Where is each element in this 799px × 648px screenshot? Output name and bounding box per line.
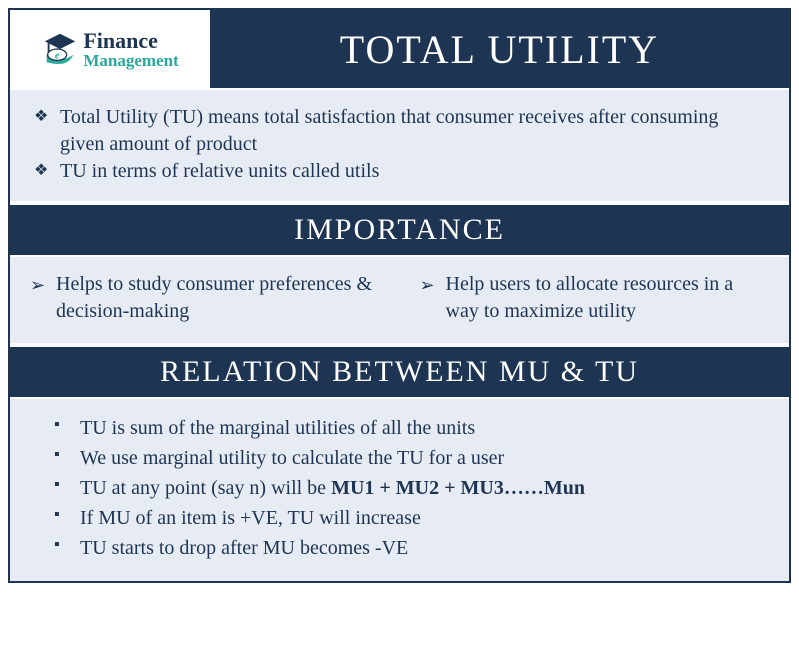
grad-cap-icon: e bbox=[41, 30, 79, 68]
logo-line2: Management bbox=[83, 52, 178, 69]
logo-line1: Finance bbox=[83, 30, 178, 52]
logo-box: e Finance Management bbox=[10, 10, 210, 88]
relation-item-prefix: TU at any point (say n) will be bbox=[80, 477, 331, 499]
definition-panel: Total Utility (TU) means total satisfact… bbox=[10, 88, 789, 201]
main-title: TOTAL UTILITY bbox=[210, 10, 789, 88]
logo-text: Finance Management bbox=[83, 30, 178, 69]
relation-item-bold: MU1 + MU2 + MU3……Mun bbox=[331, 477, 585, 499]
importance-panel: Helps to study consumer preferences & de… bbox=[10, 255, 789, 343]
relation-item: TU starts to drop after MU becomes -VE bbox=[54, 533, 755, 563]
importance-header: IMPORTANCE bbox=[10, 201, 789, 255]
relation-panel: TU is sum of the marginal utilities of a… bbox=[10, 397, 789, 581]
relation-item: We use marginal utility to calculate the… bbox=[54, 443, 755, 473]
relation-item: TU at any point (say n) will be MU1 + MU… bbox=[54, 473, 755, 503]
header-row: e Finance Management TOTAL UTILITY bbox=[10, 10, 789, 88]
relation-item: If MU of an item is +VE, TU will increas… bbox=[54, 503, 755, 533]
infographic-container: e Finance Management TOTAL UTILITY Total… bbox=[8, 8, 791, 583]
importance-item: Help users to allocate resources in a wa… bbox=[420, 271, 770, 325]
definition-item: TU in terms of relative units called uti… bbox=[34, 158, 765, 185]
relation-header: RELATION BETWEEN MU & TU bbox=[10, 343, 789, 397]
logo: e Finance Management bbox=[41, 30, 178, 69]
importance-item: Helps to study consumer preferences & de… bbox=[30, 271, 380, 325]
svg-text:e: e bbox=[55, 51, 60, 62]
relation-item: TU is sum of the marginal utilities of a… bbox=[54, 413, 755, 443]
definition-item: Total Utility (TU) means total satisfact… bbox=[34, 104, 765, 158]
